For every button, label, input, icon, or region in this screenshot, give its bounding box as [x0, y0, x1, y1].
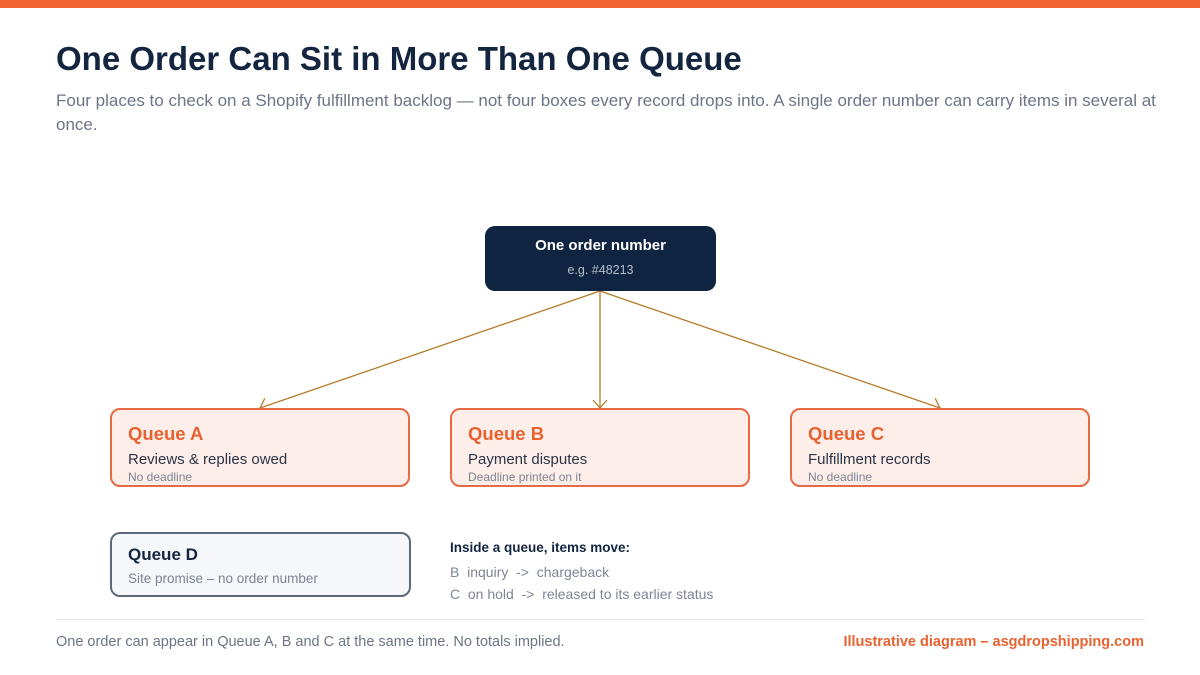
footer-divider: [56, 619, 1145, 620]
queue-d-description: Site promise – no order number: [128, 571, 318, 586]
queue-a-note: No deadline: [128, 470, 193, 484]
arrowhead-queue-b: [592, 399, 608, 409]
footer-credit: Illustrative diagram – asgdropshipping.c…: [843, 634, 1144, 650]
queue-b-name: Queue B: [468, 423, 545, 444]
moves-heading: Inside a queue, items move:: [450, 540, 631, 555]
queue-c-name: Queue C: [808, 423, 885, 444]
arrow-to-queue-a: [259, 290, 601, 409]
queue-b-note: Deadline printed on it: [468, 470, 582, 484]
arrow-to-queue-c: [599, 290, 941, 409]
queue-a-name: Queue A: [128, 423, 204, 444]
order-number-node: One order number e.g. #48213: [485, 226, 716, 291]
queue-c-card: Queue C Fulfillment records No deadline: [790, 408, 1090, 487]
order-number-title: One order number: [535, 237, 666, 254]
order-number-example: e.g. #48213: [567, 263, 634, 277]
queue-b-description: Payment disputes: [468, 451, 588, 468]
moves-line-b: B inquiry -> chargeback: [450, 564, 610, 580]
queue-c-note: No deadline: [808, 470, 873, 484]
page-subtitle: Four places to check on a Shopify fulfil…: [56, 91, 1156, 134]
queue-a-description: Reviews & replies owed: [128, 451, 288, 468]
queue-d-name: Queue D: [128, 545, 198, 564]
moves-line-c: C on hold -> released to its earlier sta…: [450, 586, 714, 602]
page-title: One Order Can Sit in More Than One Queue: [56, 40, 742, 77]
queue-a-card: Queue A Reviews & replies owed No deadli…: [110, 408, 410, 487]
queue-b-card: Queue B Payment disputes Deadline printe…: [450, 408, 750, 487]
top-accent-bar: [0, 0, 1200, 8]
queue-c-description: Fulfillment records: [808, 451, 931, 468]
footer-note: One order can appear in Queue A, B and C…: [56, 634, 565, 650]
queue-d-card: Queue D Site promise – no order number: [110, 532, 411, 597]
